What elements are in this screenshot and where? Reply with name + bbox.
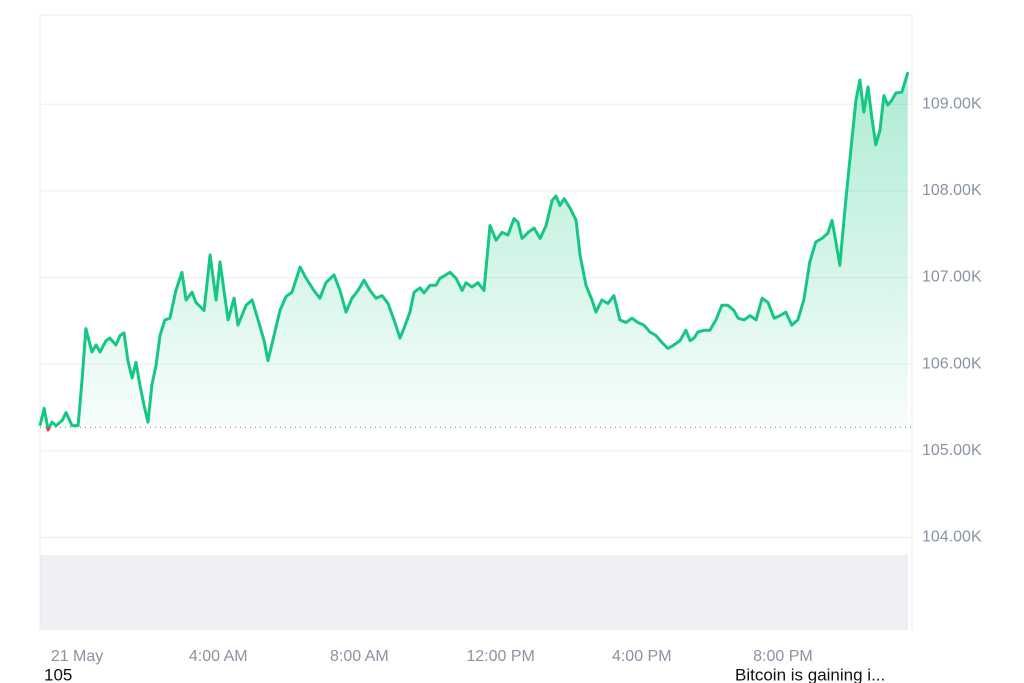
y-tick-label: 104.00K (922, 529, 982, 546)
area (40, 72, 908, 430)
x-tick-label: 8:00 PM (753, 648, 813, 665)
y-tick-label: 105.00K (922, 442, 982, 459)
y-tick-label: 107.00K (922, 269, 982, 286)
y-tick-label: 109.00K (922, 95, 982, 112)
x-tick-label: 4:00 PM (612, 648, 672, 665)
x-tick-label: 21 May (51, 648, 103, 665)
footer-left: 105 (44, 665, 72, 683)
price-line (38, 71, 910, 432)
x-tick-label: 12:00 PM (466, 648, 534, 665)
footer-right: Bitcoin is gaining i... (735, 665, 885, 683)
y-tick-label: 106.00K (922, 355, 982, 372)
x-tick-label: 8:00 AM (330, 648, 389, 665)
volume-band (40, 555, 908, 630)
x-tick-label: 4:00 AM (189, 648, 248, 665)
y-tick-label: 108.00K (922, 182, 982, 199)
